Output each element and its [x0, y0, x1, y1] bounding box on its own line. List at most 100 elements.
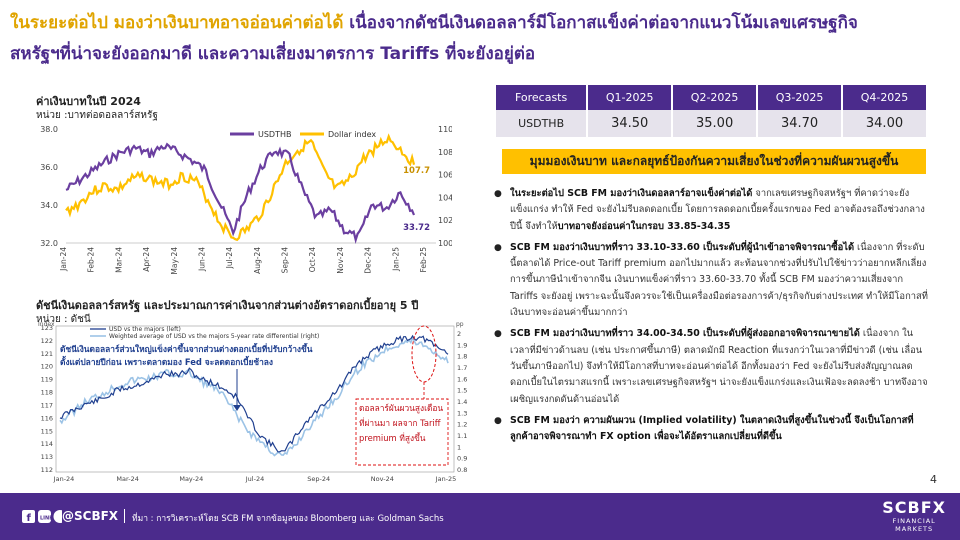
page-number: 4 [930, 473, 937, 486]
y-right-tick: 1.4 [457, 398, 467, 406]
y-left-tick: 38.0 [40, 125, 58, 134]
dollar-index-rate-diff-chart: Index pp 123 122 121 120 119 118 117 116 115 114 1… [38, 321, 467, 483]
table-header-cell: Q4-2025 [842, 85, 928, 110]
y-left-tick: 115 [41, 427, 53, 435]
table-header-cell: Q3-2025 [757, 85, 844, 110]
chart1-title: ค่าเงินบาทในปี 2024 [36, 95, 141, 108]
y-right-tick: 1.2 [457, 421, 467, 429]
svg-text:LINE: LINE [40, 516, 53, 522]
table-row: USDTHB 34.50 35.00 34.70 34.00 [496, 110, 928, 137]
y-right-tick: 0.8 [457, 466, 467, 474]
source-note: ที่มา : การวิเคราะห์โดย SCB FM จากข้อมูล… [132, 514, 444, 524]
y-right-tick: 1.9 [457, 341, 467, 349]
x-tick: Sep-24 [281, 247, 290, 274]
x-tick: Oct-24 [308, 247, 317, 272]
y-left-tick: 114 [41, 440, 53, 448]
social-icons: f LINE [22, 510, 62, 524]
chart1-unit: หน่วย :บาทต่อดอลลาร์สหรัฐ [36, 110, 158, 121]
x-tick: Jul-24 [225, 247, 234, 270]
x-tick: Jan-25 [391, 247, 400, 272]
y-right-tick: 102.0 [438, 216, 452, 225]
list-item: SCB FM มองว่า ความผันผวน (Implied volati… [494, 413, 930, 446]
footer: f LINE @SCBFX ที่มา : การวิเคราะห์โดย SC… [0, 493, 960, 540]
x-tick: Mar-24 [114, 247, 123, 273]
y-right-tick: 1.8 [457, 353, 467, 361]
y-left-tick: 121 [41, 350, 53, 358]
x-tick: Jun-24 [197, 247, 206, 272]
y-left-tick: 34.0 [40, 201, 58, 210]
y-right-tick: 104.0 [438, 193, 452, 202]
dollar-index-line [65, 133, 416, 242]
y-right-tick: 108.0 [438, 148, 452, 157]
axis-right-unit: pp [456, 321, 464, 328]
y-right-tick: 1.7 [457, 364, 467, 372]
x-tick: Sep-24 [307, 475, 330, 483]
y-left-tick: 36.0 [40, 163, 58, 172]
x-tick: Nov-24 [336, 247, 345, 274]
outlook-banner: มุมมองเงินบาท และกลยุทธ์ป้องกันความเสี่ย… [502, 149, 926, 174]
outlook-bullets: ในระยะต่อไป SCB FM มองว่าเงินดอลลาร์อาจแ… [494, 186, 930, 450]
y-left-tick: 123 [41, 324, 53, 332]
legend-usdthb: USDTHB [258, 130, 291, 139]
table-cell: 34.70 [757, 110, 844, 137]
y-left-tick: 112 [41, 466, 53, 474]
x-tick: Jan-24 [53, 475, 75, 483]
x-tick: Aug-24 [253, 247, 262, 274]
line-icon [38, 510, 51, 523]
usdthb-end-label: 33.72 [403, 223, 430, 233]
y-right-tick: 2 [457, 330, 461, 338]
y-right-tick: 110.0 [438, 125, 452, 134]
x-tick: Apr-24 [142, 247, 151, 272]
x-tick: Jan-24 [59, 247, 68, 272]
table-row-label: USDTHB [496, 110, 589, 137]
y-right-tick: 100.0 [438, 239, 452, 248]
y-right-tick: 0.9 [457, 455, 467, 463]
x-tick: Feb-24 [87, 247, 96, 273]
table-header-row: Forecasts Q1-2025 Q2-2025 Q3-2025 Q4-202… [496, 85, 928, 110]
table-cell: 34.50 [587, 110, 674, 137]
table-header-cell: Q1-2025 [587, 85, 674, 110]
legend-dollar-index: Dollar index [328, 130, 376, 139]
dxy-end-label: 107.7 [403, 166, 430, 176]
x-tick: May-24 [170, 247, 179, 275]
y-left-tick: 32.0 [40, 239, 58, 248]
table-header-cell: Q2-2025 [672, 85, 759, 110]
axis-left-unit: Index [38, 321, 55, 328]
y-right-tick: 1.5 [457, 387, 467, 395]
list-item: SCB FM มองว่าเงินบาทที่ราว 33.10-33.60 เ… [494, 240, 930, 321]
y-left-tick: 117 [41, 401, 53, 409]
chart2-title: ดัชนีเงินดอลลาร์สหรัฐ และประมาณการค่าเงิ… [36, 299, 419, 312]
x-tick: Jul-24 [245, 475, 264, 483]
x-tick: Nov-24 [371, 475, 394, 483]
x-tick: Dec-24 [364, 247, 373, 274]
y-left-tick: 113 [41, 453, 53, 461]
ig-icon [53, 510, 62, 523]
annotation-left: ดัชนีเงินดอลลาร์ส่วนใหญ่แข็งค่าขึ้นจากส่… [60, 344, 313, 367]
title-line1-rest: เนื่องจากดัชนีเงินดอลลาร์มีโอกาสแข็งค่าต… [343, 13, 858, 33]
facebook-icon [22, 510, 35, 523]
y-left-tick: 118 [41, 389, 53, 397]
x-tick: May-24 [179, 475, 203, 483]
social-handle: @SCBFX [56, 509, 126, 523]
y-left-tick: 122 [41, 337, 53, 345]
y-left-tick: 120 [41, 363, 53, 371]
x-tick: Mar-24 [116, 475, 138, 483]
rate-differential-line [59, 335, 449, 457]
page-title: ในระยะต่อไป มองว่าเงินบาทอาจอ่อนค่าต่อได… [10, 8, 955, 70]
svg-text:f: f [27, 513, 32, 524]
y-left-tick: 116 [41, 414, 53, 422]
legend-usd-vs-majors: USD vs the majors (left) [109, 326, 181, 333]
title-highlight: ในระยะต่อไป มองว่าเงินบาทอาจอ่อนค่าต่อได… [10, 13, 344, 33]
y-right-tick: 106.0 [438, 171, 452, 180]
legend-rate-differential: Weighted average of USD vs the majors 5-… [109, 333, 319, 340]
title-line2: สหรัฐฯที่น่าจะยังออกมาดี และความเสี่ยงมา… [10, 44, 536, 64]
list-item: SCB FM มองว่าเงินบาทที่ราว 34.00-34.50 เ… [494, 326, 930, 407]
table-cell: 34.00 [842, 110, 928, 137]
list-item: ในระยะต่อไป SCB FM มองว่าเงินดอลลาร์อาจแ… [494, 186, 930, 235]
y-right-tick: 1.6 [457, 375, 467, 383]
usd-vs-majors-line [59, 334, 449, 453]
x-tick: Jan-25 [435, 475, 457, 483]
y-right-tick: 1.3 [457, 409, 467, 417]
table-header-cell: Forecasts [496, 85, 589, 110]
annotation-right: ดอลลาร์ผันผวนสูงเดือนที่ผ่านมา ผลจาก Tar… [359, 403, 444, 443]
